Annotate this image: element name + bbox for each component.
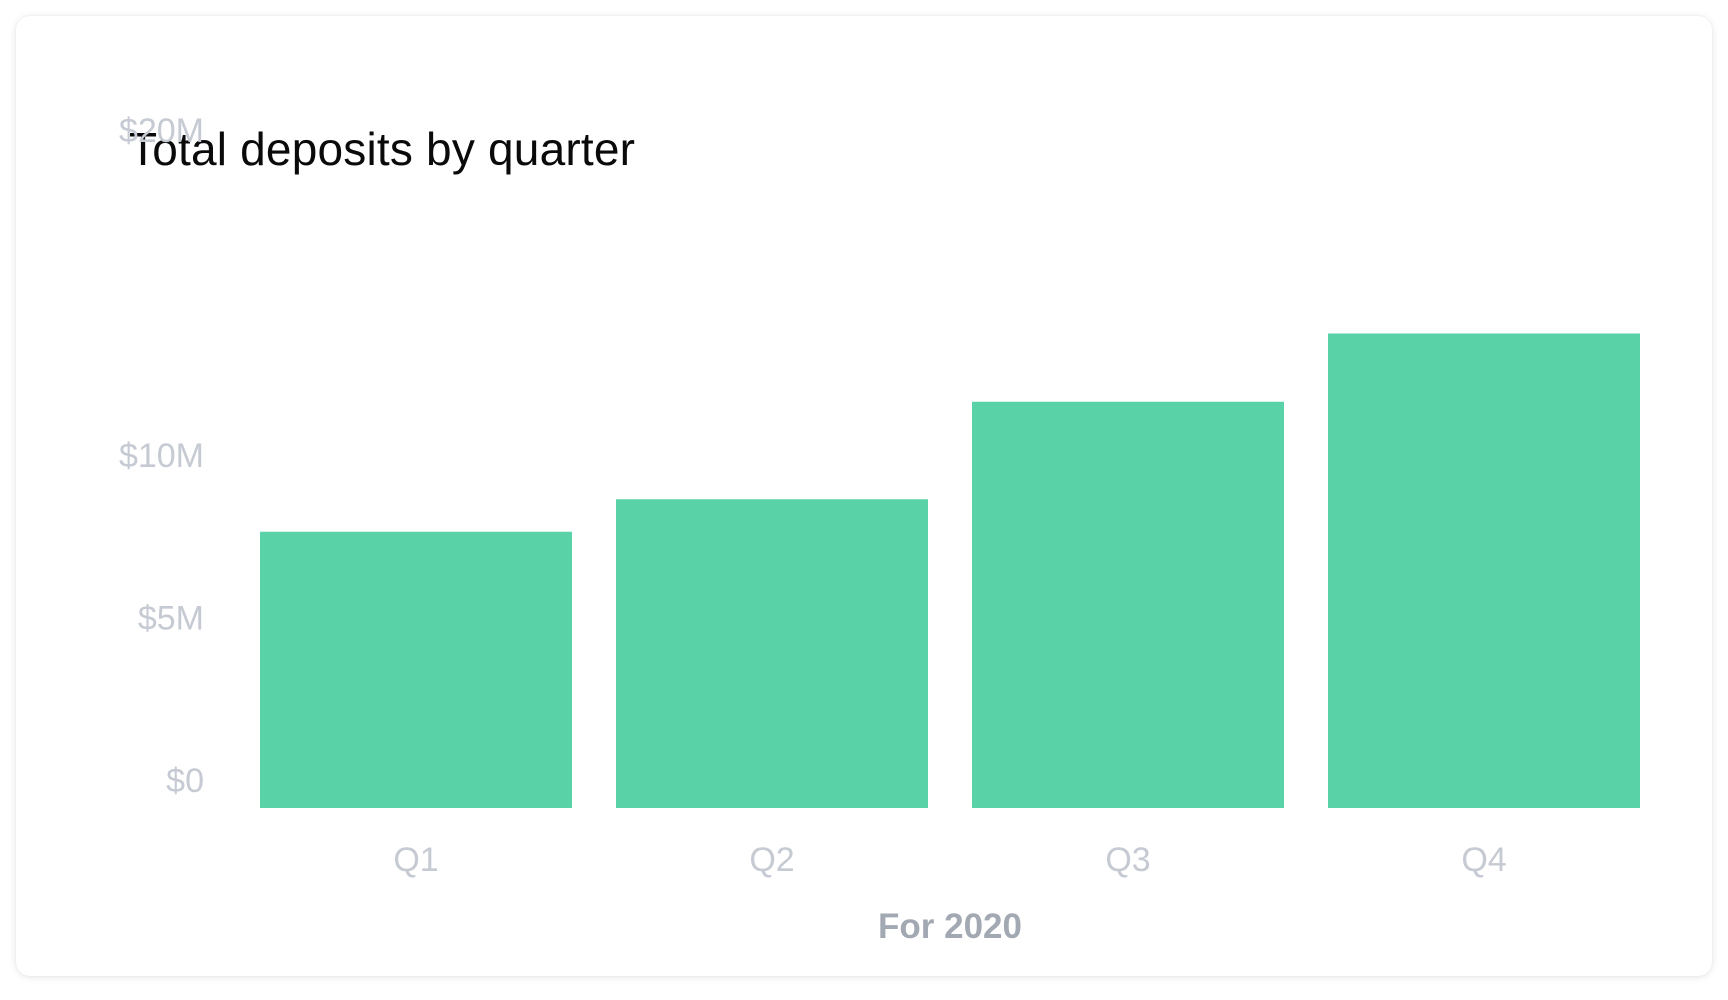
x-tick-label-q1: Q1 bbox=[393, 841, 438, 879]
bar-q2[interactable] bbox=[616, 499, 928, 808]
x-axis-label: For 2020 bbox=[878, 907, 1022, 946]
y-axis: $0 $5M $10M $20M bbox=[119, 112, 204, 800]
x-tick-label-q2: Q2 bbox=[749, 841, 794, 879]
x-axis: Q1 Q2 Q3 Q4 bbox=[393, 841, 1506, 879]
x-tick-label-q4: Q4 bbox=[1461, 841, 1506, 879]
y-tick-label-10m: $10M bbox=[119, 437, 204, 475]
bar-q4[interactable] bbox=[1328, 333, 1640, 809]
bar-q1[interactable] bbox=[260, 531, 572, 808]
chart-title: Total deposits by quarter bbox=[129, 123, 636, 175]
bars-group bbox=[260, 333, 1640, 809]
bar-chart: $0 $5M $10M $20M Q1 Q2 Q3 Q4 For 2020 bbox=[119, 112, 1640, 946]
x-tick-label-q3: Q3 bbox=[1105, 841, 1150, 879]
y-tick-label-0: $0 bbox=[166, 762, 204, 800]
y-tick-label-5m: $5M bbox=[138, 600, 204, 638]
chart-card: Total deposits by quarter $0 $5M $10M $20M … bbox=[16, 16, 1712, 976]
y-tick-label-20m: $20M bbox=[119, 112, 204, 150]
bar-q3[interactable] bbox=[972, 401, 1284, 808]
